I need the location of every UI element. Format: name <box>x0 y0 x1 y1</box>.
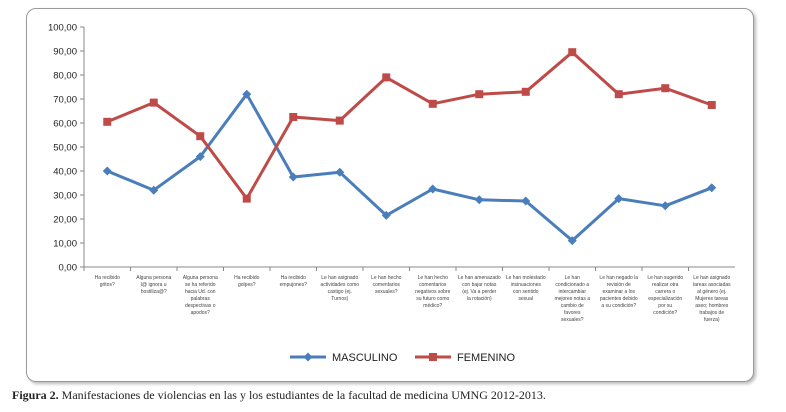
x-tick-label: Le han negado la revisión de examinar a lo… <box>599 275 638 309</box>
x-tick-label: Alguna persona se ha referido hacia Ud. co… <box>183 275 218 316</box>
data-point <box>474 195 484 205</box>
data-point <box>707 183 717 193</box>
y-tick-label: 90,00 <box>53 47 77 58</box>
data-point <box>614 194 624 204</box>
data-point <box>614 90 623 99</box>
data-point <box>103 117 112 126</box>
data-point <box>428 99 437 108</box>
data-point <box>707 101 716 109</box>
x-tick-label: Le han sugerido realizar otra carrera o esp… <box>647 275 683 316</box>
data-point <box>149 185 159 195</box>
y-tick-label: 80,00 <box>53 71 77 82</box>
y-tick-label: 60,00 <box>53 119 77 130</box>
data-point <box>335 116 344 125</box>
data-point <box>335 167 345 177</box>
x-tick-label: Le han condicionado a intercambiar mejores … <box>554 275 590 323</box>
x-tick-label: Alguna persona l@ ignora u hostiliza@? <box>136 275 171 295</box>
legend-marker <box>303 352 313 362</box>
legend-marker <box>429 353 437 361</box>
series-line-masculino <box>106 92 713 243</box>
x-tick-label: Le han amenazado con bajar notas (ej. Va a… <box>458 275 501 302</box>
data-point <box>428 184 438 194</box>
caption-label: Figura 2. <box>12 388 59 402</box>
x-tick-label: Le han asignado tareas asociadas al género… <box>693 275 731 323</box>
data-point <box>242 194 251 203</box>
data-point <box>195 152 205 162</box>
data-point <box>475 90 484 99</box>
y-tick-label: 20,00 <box>53 215 77 226</box>
data-point <box>149 98 158 107</box>
y-tick-label: 50,00 <box>53 143 77 154</box>
x-tick-label: Le han hecho comentarios sexuales? <box>371 275 402 295</box>
data-point <box>661 84 670 93</box>
x-tick-label: Le han hecho comentarios negativos sobre su… <box>415 275 451 309</box>
y-tick-label: 10,00 <box>53 239 77 250</box>
x-tick-label: Le han asignado actividades como castigo (… <box>320 275 359 302</box>
series-line-femenino <box>106 50 713 201</box>
data-point <box>289 113 298 121</box>
x-tick-label: Ha recibido gritos? <box>95 275 121 288</box>
data-point <box>660 201 670 211</box>
data-point <box>102 166 112 176</box>
y-tick-label: 100,00 <box>48 23 77 34</box>
data-point <box>568 48 577 57</box>
data-point <box>196 132 205 141</box>
y-tick-label: 70,00 <box>53 95 77 106</box>
figure-caption: Figura 2. Manifestaciones de violencias … <box>12 388 546 403</box>
y-tick-label: 0,00 <box>59 263 78 274</box>
data-point <box>381 210 391 220</box>
y-tick-label: 30,00 <box>53 191 77 202</box>
legend-label: FEMENINO <box>457 352 516 364</box>
data-point <box>567 236 577 246</box>
data-point <box>521 87 530 96</box>
data-point <box>382 73 391 82</box>
x-tick-label: Ha recibido empujones? <box>280 275 307 288</box>
caption-text: Manifestaciones de violencias en las y l… <box>58 388 546 402</box>
legend-label: MASCULINO <box>332 352 398 364</box>
y-tick-label: 40,00 <box>53 167 77 178</box>
x-tick-label: Ha recibido golpes? <box>234 275 260 288</box>
data-point <box>242 89 252 99</box>
data-point <box>288 172 298 182</box>
data-point <box>521 196 531 206</box>
x-tick-label: Le han molestado insinuaciones con sentido… <box>506 275 546 302</box>
chart-frame <box>26 8 754 382</box>
